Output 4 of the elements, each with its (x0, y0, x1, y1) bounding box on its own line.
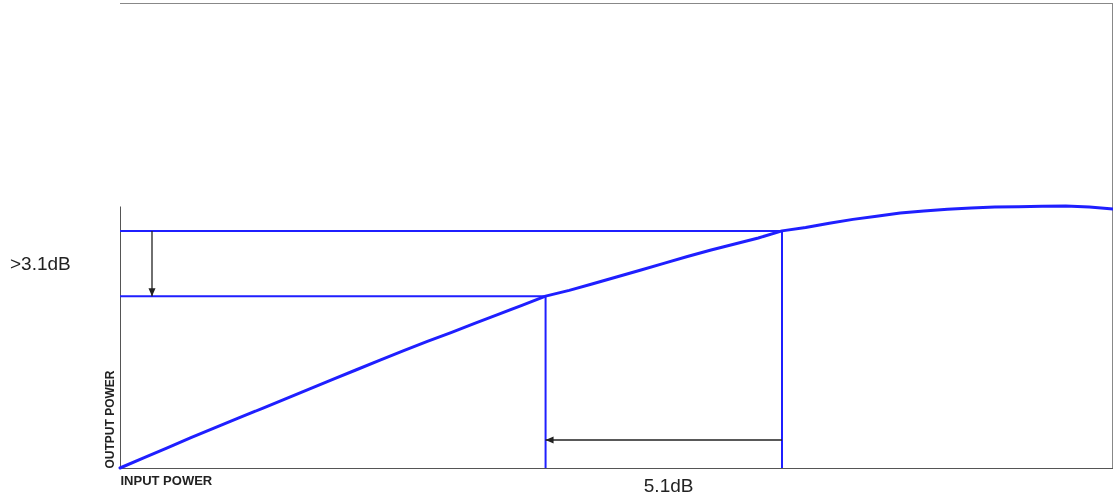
text: 5.1dB (643, 475, 694, 496)
text: >3.1dB (10, 252, 71, 274)
x-axis-title: INPUT POWER (120, 472, 213, 488)
y-axis-title: OUTPUT POWER (102, 370, 117, 469)
